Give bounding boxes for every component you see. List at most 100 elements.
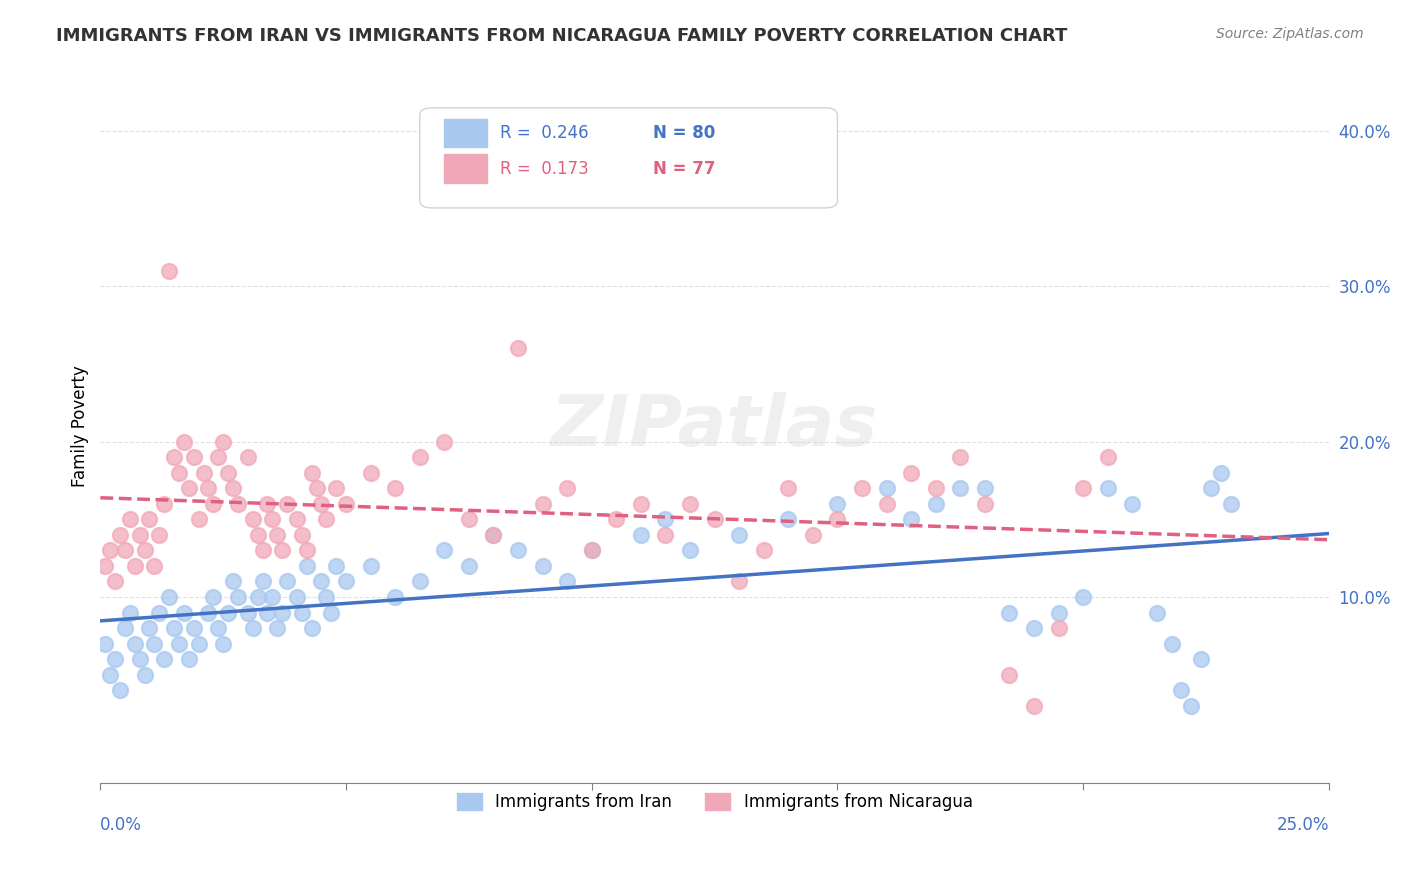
Point: [177, 652, 200, 666]
Point: [167, 637, 190, 651]
Point: [360, 558, 382, 573]
Point: [1170, 683, 1192, 698]
Point: [321, 606, 343, 620]
Point: [581, 543, 603, 558]
Point: [295, 558, 318, 573]
Point: [212, 637, 235, 651]
Point: [104, 652, 127, 666]
Legend: Immigrants from Iran, Immigrants from Nicaragua: Immigrants from Iran, Immigrants from Ni…: [450, 787, 979, 818]
Point: [506, 341, 529, 355]
Point: [212, 434, 235, 449]
Text: R =  0.246: R = 0.246: [499, 124, 588, 142]
Point: [482, 528, 505, 542]
Point: [335, 497, 357, 511]
Point: [409, 574, 432, 589]
Point: [1022, 698, 1045, 713]
Point: [285, 512, 308, 526]
Point: [555, 481, 578, 495]
Point: [851, 481, 873, 495]
Point: [173, 606, 195, 620]
Text: 25.0%: 25.0%: [1277, 815, 1329, 834]
Point: [555, 574, 578, 589]
Point: [433, 543, 456, 558]
Point: [163, 621, 186, 635]
Point: [118, 512, 141, 526]
Point: [108, 683, 131, 698]
Point: [924, 497, 946, 511]
Point: [973, 481, 995, 495]
Point: [827, 512, 849, 526]
Point: [114, 621, 136, 635]
Point: [305, 481, 328, 495]
Point: [94, 558, 117, 573]
Point: [217, 606, 239, 620]
Point: [1071, 590, 1094, 604]
Point: [630, 528, 652, 542]
Y-axis label: Family Poverty: Family Poverty: [72, 365, 89, 487]
Point: [360, 466, 382, 480]
Text: IMMIGRANTS FROM IRAN VS IMMIGRANTS FROM NICARAGUA FAMILY POVERTY CORRELATION CHA: IMMIGRANTS FROM IRAN VS IMMIGRANTS FROM …: [56, 27, 1067, 45]
Point: [1219, 497, 1241, 511]
Point: [1097, 481, 1119, 495]
Point: [148, 606, 170, 620]
Point: [291, 528, 314, 542]
Point: [207, 450, 229, 464]
Point: [1199, 481, 1222, 495]
Point: [315, 512, 337, 526]
Point: [104, 574, 127, 589]
Point: [630, 497, 652, 511]
Point: [134, 543, 156, 558]
Point: [143, 637, 166, 651]
Point: [138, 512, 160, 526]
Point: [246, 528, 269, 542]
Point: [285, 590, 308, 604]
Text: 0.0%: 0.0%: [100, 815, 142, 834]
Point: [177, 481, 200, 495]
Text: N = 80: N = 80: [654, 124, 716, 142]
Point: [266, 621, 288, 635]
Point: [900, 512, 922, 526]
Point: [728, 574, 751, 589]
Point: [1121, 497, 1143, 511]
Point: [193, 466, 215, 480]
Point: [256, 606, 278, 620]
Point: [202, 590, 225, 604]
Point: [654, 528, 676, 542]
Point: [183, 450, 205, 464]
Point: [1047, 606, 1070, 620]
Point: [266, 528, 288, 542]
Point: [276, 574, 298, 589]
Text: N = 77: N = 77: [654, 160, 716, 178]
Point: [325, 481, 347, 495]
Point: [207, 621, 229, 635]
Point: [827, 497, 849, 511]
Point: [335, 574, 357, 589]
FancyBboxPatch shape: [444, 119, 488, 147]
Point: [876, 497, 898, 511]
Point: [128, 528, 150, 542]
Point: [98, 543, 121, 558]
Point: [1071, 481, 1094, 495]
Point: [325, 558, 347, 573]
Point: [134, 667, 156, 681]
Point: [457, 558, 479, 573]
Text: ZIPatlas: ZIPatlas: [551, 392, 879, 460]
Point: [226, 497, 249, 511]
Point: [148, 528, 170, 542]
Point: [114, 543, 136, 558]
Point: [876, 481, 898, 495]
Point: [108, 528, 131, 542]
Point: [506, 543, 529, 558]
Point: [242, 512, 264, 526]
Point: [202, 497, 225, 511]
Point: [1047, 621, 1070, 635]
Point: [153, 652, 176, 666]
Point: [128, 652, 150, 666]
Point: [94, 637, 117, 651]
Point: [291, 606, 314, 620]
Point: [183, 621, 205, 635]
Point: [998, 606, 1021, 620]
Point: [654, 512, 676, 526]
Point: [157, 263, 180, 277]
Point: [778, 481, 800, 495]
